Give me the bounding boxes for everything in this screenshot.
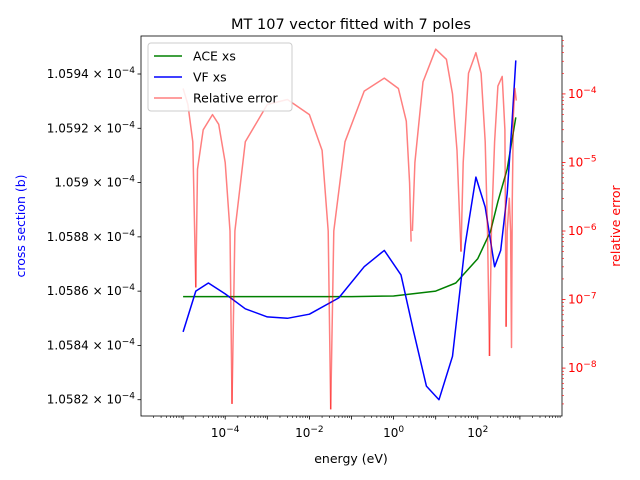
relative-error-line-segment [329,77,412,410]
y-left-tick-label: 1.0582 × 10−4 [47,392,135,407]
relative-error-line-segment [488,75,507,357]
ace-xs-line [183,117,517,298]
y-right-axis-label: relative error [608,184,623,266]
legend-label-vf: VF xs [193,70,227,85]
vf-xs-line [182,60,517,401]
legend: ACE xs VF xs Relative error [147,42,293,112]
y-left-axis-ticks: 1.0582 × 10−4 1.0584 × 10−4 1.0586 × 10−4 1… [47,66,141,407]
legend-label-relative-error: Relative error [193,91,279,106]
y-left-axis-label: cross section (b) [13,174,28,277]
y-left-tick-label: 1.0594 × 10−4 [47,66,135,81]
x-axis-label: energy (eV) [314,451,388,466]
relative-error-line-segment [505,87,518,349]
plot-lines [182,48,518,410]
chart-title: MT 107 vector fitted with 7 poles [231,17,471,33]
y-left-tick-label: 1.0586 × 10−4 [47,283,135,298]
y-left-tick-label: 1.0588 × 10−4 [47,229,135,244]
y-left-tick-label: 1.0592 × 10−4 [47,120,135,135]
relative-error-line-segment [195,113,233,404]
y-left-tick-label: 1.059 × 10−4 [54,175,135,190]
legend-label-ace: ACE xs [193,49,236,64]
relative-error-line-segment [460,51,491,357]
relative-error-line-segment [411,48,462,252]
y-left-tick-label: 1.0584 × 10−4 [47,337,135,352]
legend-box [147,42,293,112]
